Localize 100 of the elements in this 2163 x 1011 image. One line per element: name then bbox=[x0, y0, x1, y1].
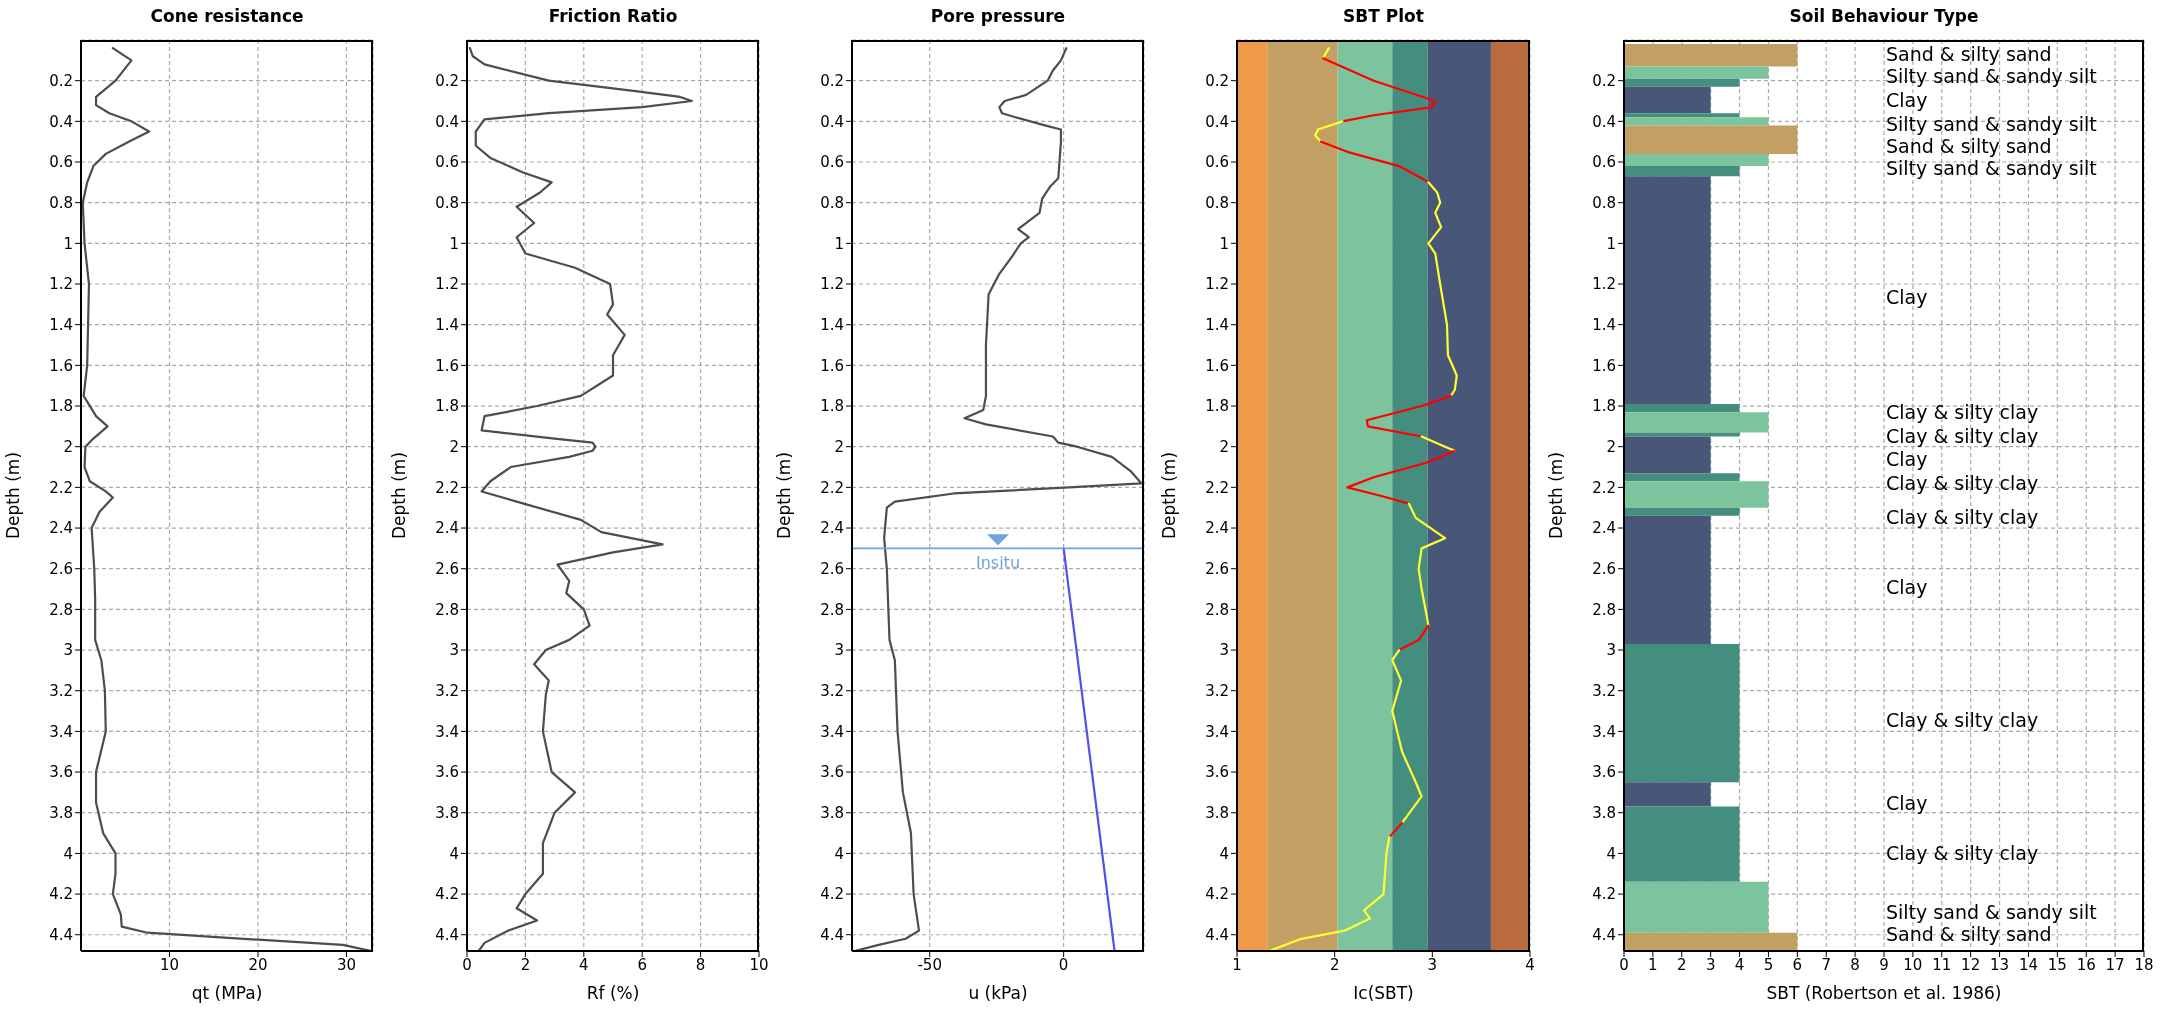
y-axis-title: Depth (m) bbox=[1159, 451, 1180, 540]
y-tick-label: 4 bbox=[834, 844, 844, 863]
y-tick-label: 1.4 bbox=[49, 316, 73, 335]
annotation: Clay & silty clay bbox=[1886, 505, 2039, 529]
y-tick-label: 2.8 bbox=[49, 600, 73, 619]
x-tick-label: 0 bbox=[1058, 955, 1069, 974]
y-tick-label: 2.4 bbox=[1205, 519, 1229, 538]
y-tick-label: 1.6 bbox=[820, 356, 844, 375]
x-tick-label: 2 bbox=[1329, 955, 1340, 974]
y-tick-label: 0.4 bbox=[435, 112, 459, 131]
x-tick-label: 3 bbox=[1427, 955, 1438, 974]
y-tick-label: 0.4 bbox=[1592, 112, 1616, 131]
y-tick-label: 1.6 bbox=[1205, 356, 1229, 375]
line-series bbox=[1391, 648, 1423, 824]
y-tick-label: 3.4 bbox=[49, 722, 73, 741]
y-tick-label: 1.8 bbox=[820, 397, 844, 416]
y-tick-label: 3.8 bbox=[49, 804, 73, 823]
y-tick-label: 1.4 bbox=[1592, 316, 1616, 335]
y-tick-label: 2.8 bbox=[820, 600, 844, 619]
y-tick-label: 1.4 bbox=[820, 316, 844, 335]
chart-title: Pore pressure bbox=[929, 6, 1067, 26]
y-tick-label: 3.8 bbox=[435, 804, 459, 823]
y-tick-label: 3.2 bbox=[820, 682, 844, 701]
annotation: Silty sand & sandy silt bbox=[1886, 65, 2097, 88]
annotation: Sand & silty sand bbox=[1886, 135, 2052, 158]
x-tick-label: 10 bbox=[749, 955, 769, 974]
x-tick-label: 10 bbox=[159, 955, 180, 974]
y-axis-title: Depth (m) bbox=[774, 451, 795, 540]
y-tick-label: 1 bbox=[1606, 234, 1616, 253]
x-axis-title: SBT (Robertson et al. 1986) bbox=[1765, 983, 2003, 1003]
y-tick-label: 1.8 bbox=[49, 397, 73, 416]
y-tick-label: 2.6 bbox=[49, 560, 73, 579]
y-tick-label: 3 bbox=[63, 641, 73, 660]
y-tick-label: 3.2 bbox=[1205, 682, 1229, 701]
x-tick-label: 0 bbox=[462, 955, 472, 974]
y-tick-label: 1.8 bbox=[435, 397, 459, 416]
y-tick-label: 2 bbox=[449, 438, 459, 457]
y-tick-label: 0.6 bbox=[1205, 153, 1229, 172]
y-tick-label: 0.4 bbox=[49, 112, 73, 131]
y-tick-label: 0.2 bbox=[49, 71, 73, 90]
line-series bbox=[1319, 140, 1430, 184]
x-tick-label: 5 bbox=[1763, 955, 1774, 974]
y-tick-label: 2.4 bbox=[435, 519, 459, 538]
x-axis-title: Ic(SBT) bbox=[1352, 983, 1415, 1003]
y-tick-label: 1.2 bbox=[49, 275, 73, 294]
y-tick-label: 2.2 bbox=[435, 478, 459, 497]
y-tick-label: 0.2 bbox=[435, 71, 459, 90]
x-tick-label: 15 bbox=[2047, 955, 2067, 974]
y-tick-label: 4 bbox=[449, 844, 459, 863]
y-tick-label: 1.4 bbox=[1205, 316, 1229, 335]
y-tick-label: 2.4 bbox=[820, 519, 844, 538]
y-tick-label: 0.6 bbox=[49, 153, 73, 172]
x-tick-label: 1 bbox=[1232, 955, 1242, 974]
y-tick-label: 2 bbox=[63, 438, 73, 457]
x-tick-label: -50 bbox=[917, 955, 942, 974]
y-tick-label: 4.2 bbox=[1205, 885, 1229, 904]
y-tick-label: 3.4 bbox=[1205, 722, 1229, 741]
annotation: Sand & silty sand bbox=[1886, 42, 2052, 66]
y-tick-label: 4.2 bbox=[435, 885, 459, 904]
y-tick-label: 3 bbox=[1219, 641, 1229, 660]
y-tick-label: 2.8 bbox=[1592, 600, 1616, 619]
y-axis-title: Depth (m) bbox=[3, 451, 24, 540]
y-tick-label: 4.4 bbox=[1205, 926, 1229, 945]
x-axis-title: u (kPa) bbox=[967, 983, 1029, 1003]
y-tick-label: 3.6 bbox=[435, 763, 459, 782]
y-tick-label: 4.2 bbox=[820, 885, 844, 904]
y-tick-label: 2 bbox=[1606, 438, 1616, 457]
y-tick-label: 3 bbox=[449, 641, 459, 660]
y-tick-label: 4 bbox=[1219, 844, 1229, 863]
y-tick-label: 0.8 bbox=[49, 194, 73, 212]
x-tick-label: 6 bbox=[637, 955, 647, 974]
y-tick-label: 1.2 bbox=[435, 275, 459, 294]
line-series bbox=[1427, 181, 1458, 397]
y-axis-title: Depth (m) bbox=[389, 451, 410, 540]
line-series bbox=[1346, 449, 1456, 505]
x-tick-label: 2 bbox=[1677, 955, 1687, 974]
y-tick-label: 3.6 bbox=[49, 763, 73, 782]
y-tick-label: 0.8 bbox=[1592, 194, 1616, 212]
y-tick-label: 3.2 bbox=[1592, 682, 1616, 701]
y-tick-label: 3 bbox=[834, 641, 844, 660]
y-tick-label: 4.4 bbox=[49, 926, 73, 945]
x-tick-label: 11 bbox=[1932, 955, 1952, 974]
x-tick-label: 4 bbox=[1525, 955, 1535, 974]
line-series bbox=[1407, 502, 1447, 627]
y-tick-label: 1 bbox=[449, 234, 459, 253]
y-tick-label: 2.8 bbox=[435, 600, 459, 619]
y-tick-label: 2.4 bbox=[49, 519, 73, 538]
y-tick-label: 3 bbox=[1606, 641, 1616, 660]
y-tick-label: 2.2 bbox=[1592, 478, 1616, 497]
annotation: Sand & silty sand bbox=[1886, 923, 2052, 946]
y-tick-label: 0.2 bbox=[1592, 71, 1616, 90]
annotation: Clay bbox=[1886, 791, 1928, 815]
x-tick-label: 4 bbox=[1734, 955, 1745, 974]
annotation: Clay bbox=[1886, 575, 1928, 599]
y-tick-label: 2.8 bbox=[1205, 600, 1229, 619]
y-tick-label: 3.8 bbox=[1592, 804, 1616, 823]
line-series bbox=[1365, 394, 1452, 438]
y-tick-label: 0.4 bbox=[820, 112, 844, 131]
y-tick-label: 3.6 bbox=[1205, 763, 1229, 782]
x-tick-label: 18 bbox=[2134, 955, 2154, 974]
